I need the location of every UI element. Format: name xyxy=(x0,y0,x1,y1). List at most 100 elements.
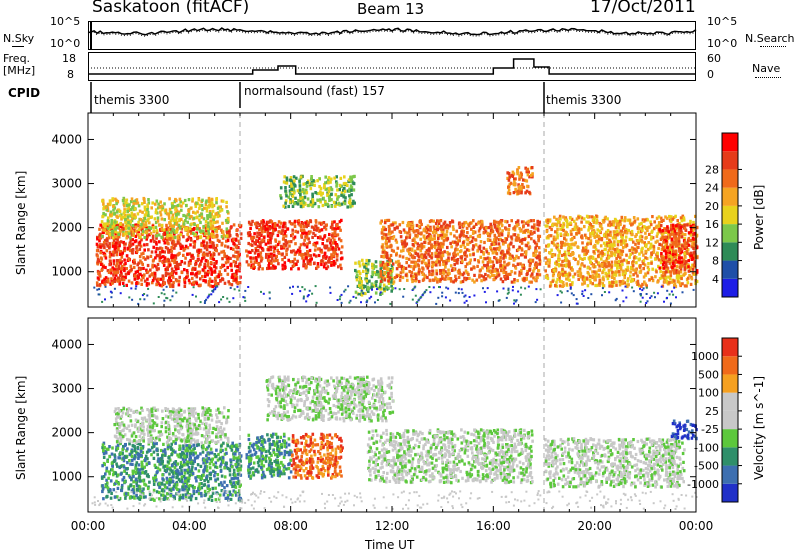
data-cell xyxy=(407,257,411,261)
data-cell xyxy=(208,212,212,216)
data-cell xyxy=(381,243,385,247)
data-cell xyxy=(177,212,180,216)
data-cell xyxy=(493,274,496,278)
data-cell xyxy=(515,236,518,240)
data-cell xyxy=(470,227,473,231)
data-cell xyxy=(105,208,108,212)
data-cell xyxy=(664,276,668,280)
data-cell xyxy=(640,284,643,288)
data-cell xyxy=(103,228,107,232)
data-cell xyxy=(487,252,490,256)
data-cell xyxy=(388,276,392,280)
data-cell xyxy=(499,220,502,224)
data-cell xyxy=(518,190,521,194)
data-cell xyxy=(538,258,541,262)
data-cell xyxy=(343,202,347,206)
data-cell xyxy=(378,285,382,289)
data-cell xyxy=(660,266,663,270)
data-cell xyxy=(111,197,114,201)
data-cell xyxy=(442,259,445,264)
data-cell xyxy=(115,220,119,224)
data-cell xyxy=(128,232,131,236)
data-cell xyxy=(309,230,312,234)
data-cell xyxy=(143,235,146,240)
data-cell xyxy=(144,213,147,217)
data-region xyxy=(100,196,230,240)
data-cell xyxy=(449,232,453,236)
data-cell xyxy=(297,267,300,271)
data-cell xyxy=(640,221,643,226)
data-cell xyxy=(591,275,594,279)
data-cell xyxy=(185,204,188,208)
data-cell xyxy=(219,278,222,282)
data-cell xyxy=(305,184,309,188)
data-cell xyxy=(209,284,212,288)
data-cell xyxy=(692,233,695,237)
data-cell xyxy=(160,284,164,288)
data-cell xyxy=(567,274,570,278)
data-cell xyxy=(214,266,218,270)
data-cell xyxy=(387,257,391,261)
data-cell xyxy=(503,264,506,268)
data-cell xyxy=(311,235,314,239)
data-cell xyxy=(323,262,326,266)
data-cell xyxy=(642,267,645,271)
data-cell xyxy=(694,214,697,218)
data-cell xyxy=(449,277,453,281)
data-cell xyxy=(98,233,102,237)
data-cell xyxy=(122,211,126,215)
data-cell xyxy=(182,253,185,257)
data-cell xyxy=(125,223,129,227)
data-cell xyxy=(561,240,564,245)
data-cell xyxy=(189,206,193,210)
data-cell xyxy=(129,236,132,240)
data-cell xyxy=(518,245,521,249)
data-cell xyxy=(197,249,201,253)
data-cell xyxy=(520,248,524,252)
data-cell xyxy=(183,278,186,282)
data-cell xyxy=(685,284,688,288)
data-cell xyxy=(186,232,189,236)
data-cell xyxy=(328,247,331,251)
data-cell xyxy=(340,218,343,222)
data-cell xyxy=(512,258,516,262)
data-cell xyxy=(436,233,440,238)
data-cell xyxy=(102,241,106,245)
data-cell xyxy=(353,201,356,205)
data-cell xyxy=(108,263,111,267)
data-cell xyxy=(657,258,661,262)
data-cell xyxy=(417,272,421,276)
data-cell xyxy=(496,272,499,276)
data-cell xyxy=(132,265,136,270)
data-cell xyxy=(291,199,294,203)
data-cell xyxy=(435,248,439,253)
data-cell xyxy=(310,177,313,181)
data-cell xyxy=(489,222,492,226)
data-cell xyxy=(666,266,670,270)
data-cell xyxy=(593,270,596,274)
data-cell xyxy=(142,276,145,280)
data-cell xyxy=(493,219,496,223)
data-cell xyxy=(664,255,668,259)
data-cell xyxy=(416,246,419,250)
data-cell xyxy=(282,224,285,228)
data-cell xyxy=(664,252,668,256)
data-cell xyxy=(145,237,148,241)
data-cell xyxy=(301,232,304,236)
data-cell xyxy=(255,239,258,243)
data-cell xyxy=(530,237,533,241)
data-cell xyxy=(203,265,207,270)
data-cell xyxy=(113,247,117,251)
data-cell xyxy=(358,264,362,268)
data-cell xyxy=(116,238,119,242)
data-cell xyxy=(587,225,591,229)
data-cell xyxy=(99,245,102,249)
data-cell xyxy=(559,227,562,231)
data-cell xyxy=(474,243,478,247)
data-cell xyxy=(380,291,384,295)
data-cell xyxy=(160,208,164,212)
data-cell xyxy=(532,219,535,223)
data-cell xyxy=(679,229,683,233)
data-cell xyxy=(614,260,617,264)
data-cell xyxy=(135,249,139,253)
